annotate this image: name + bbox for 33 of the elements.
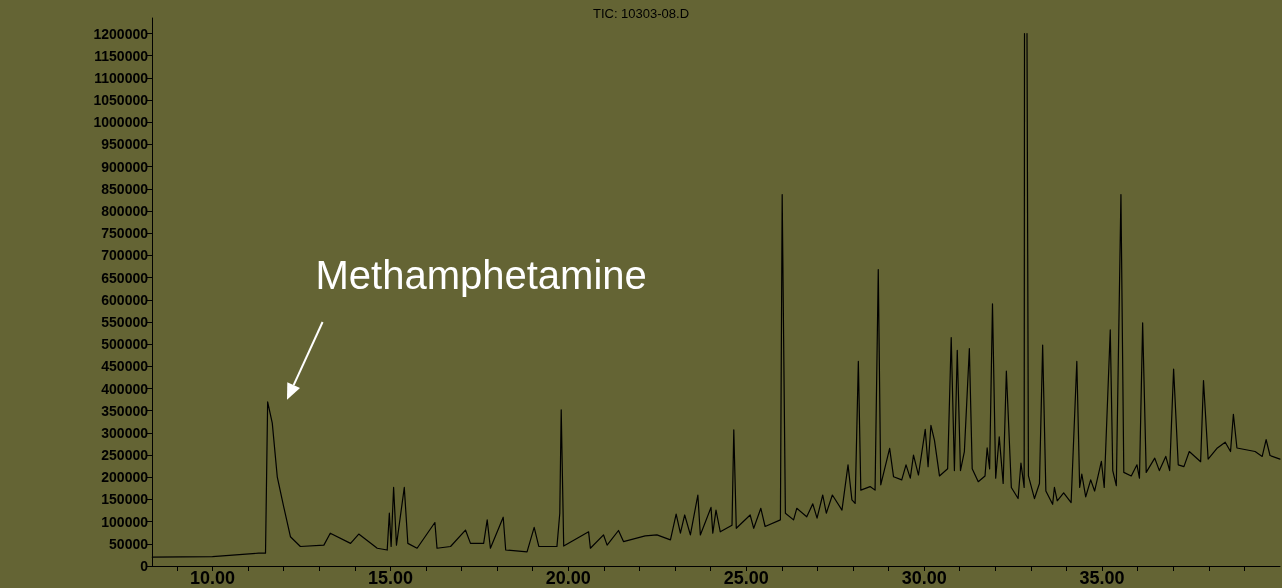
x-tick-label: 15.00 xyxy=(367,568,413,588)
y-tick-label: 350000 xyxy=(101,402,149,419)
y-tick-label: 550000 xyxy=(101,313,149,330)
x-tick-label: 20.00 xyxy=(545,568,591,588)
y-tick-label: 1000000 xyxy=(93,114,149,131)
y-tick-label: 650000 xyxy=(101,269,149,286)
y-tick-label: 800000 xyxy=(101,203,149,220)
y-tick-label: 750000 xyxy=(101,225,149,242)
y-tick-label: 0 xyxy=(140,558,149,574)
y-tick-label: 100000 xyxy=(101,513,149,530)
y-tick-label: 450000 xyxy=(101,358,149,375)
x-tick-label: 25.00 xyxy=(723,568,769,588)
y-tick-label: 700000 xyxy=(101,247,149,264)
y-tick-label: 1150000 xyxy=(94,47,149,64)
y-tick-label: 600000 xyxy=(101,291,149,308)
y-tick-label: 850000 xyxy=(101,180,149,197)
y-tick-label: 300000 xyxy=(101,424,149,441)
y-tick-label: 900000 xyxy=(101,158,149,175)
y-tick-label: 1050000 xyxy=(93,92,149,109)
x-tick-label: 35.00 xyxy=(1079,568,1125,588)
y-tick-label: 50000 xyxy=(109,535,149,552)
y-tick-label: 1100000 xyxy=(94,69,149,86)
y-tick-label: 150000 xyxy=(101,491,149,508)
chart-title: TIC: 10303-08.D xyxy=(592,6,690,21)
y-tick-label: 950000 xyxy=(101,136,149,153)
y-tick-label: 1200000 xyxy=(93,25,149,42)
x-tick-label: 10.00 xyxy=(189,568,236,588)
y-tick-label: 500000 xyxy=(101,336,149,353)
y-tick-label: 250000 xyxy=(101,447,149,464)
x-tick-label: 30.00 xyxy=(901,568,947,588)
y-tick-label: 400000 xyxy=(101,380,149,397)
y-tick-label: 200000 xyxy=(101,469,149,486)
annotation: Methamphetamine xyxy=(315,253,647,298)
